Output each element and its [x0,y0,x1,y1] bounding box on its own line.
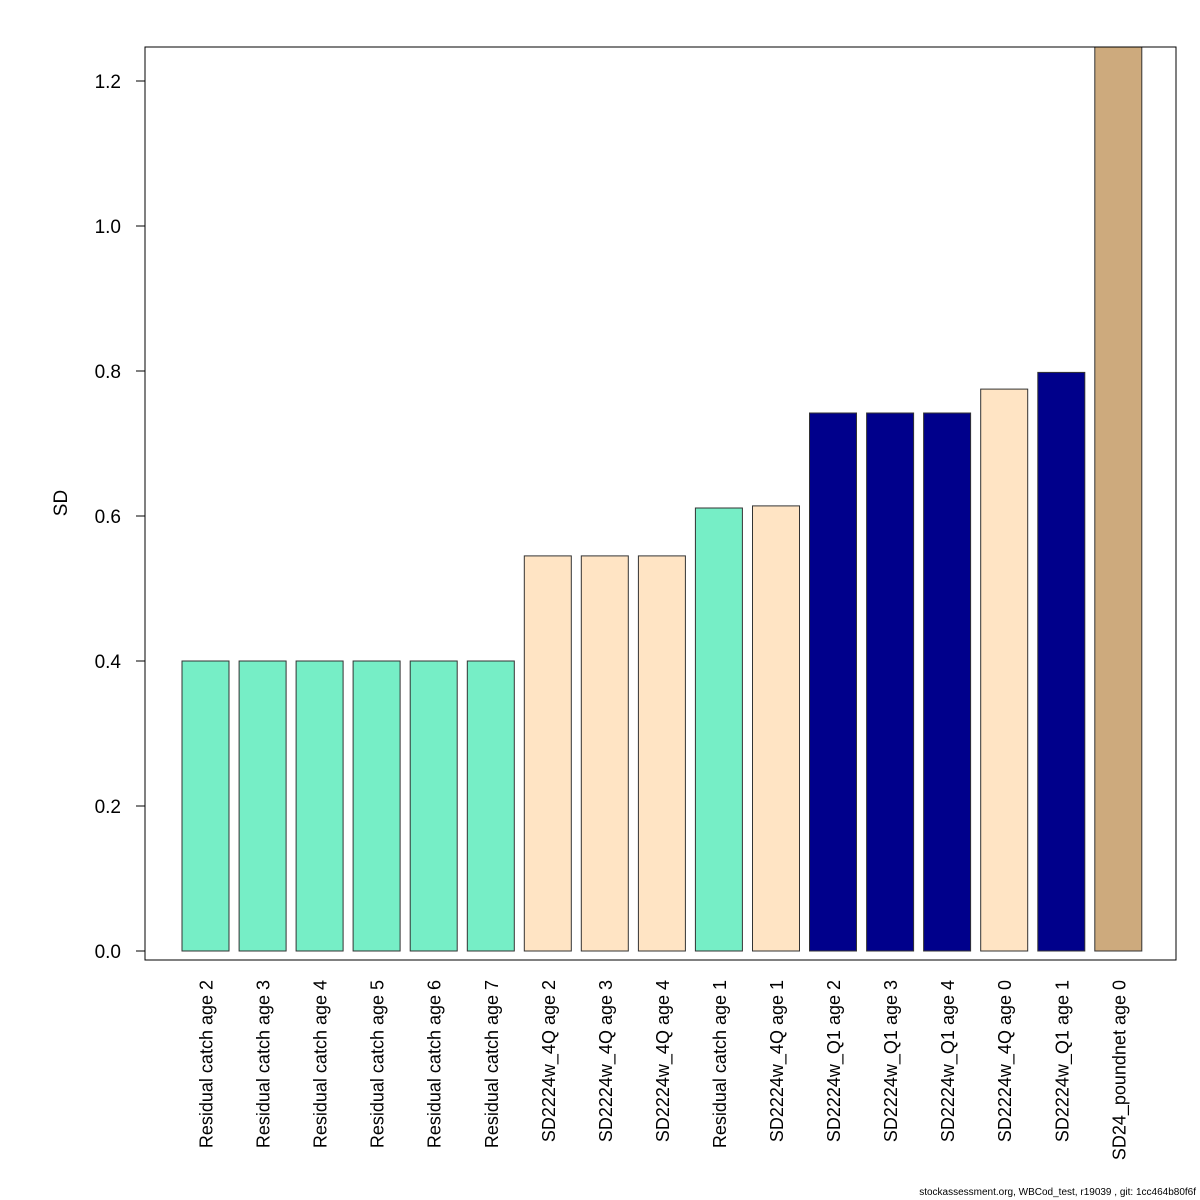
x-tick-label: Residual catch age 3 [254,980,274,1148]
y-tick-label: 0.6 [95,507,121,528]
bar-1 [181,660,230,952]
x-tick-label: SD2224w_Q1 age 2 [824,980,845,1142]
x-tick-label: Residual catch age 7 [482,980,502,1148]
bar-13 [866,412,915,952]
footer-credit: stockassessment.org, WBCod_test, r19039 … [919,1187,1196,1198]
x-tick-label: SD2224w_Q1 age 4 [938,980,959,1142]
y-axis: 0.0 0.2 0.4 0.6 0.8 1.0 1.2 [95,72,145,963]
x-tick-label: SD24_poundnet age 0 [1109,980,1130,1160]
bar-10 [694,507,743,952]
bar-15 [980,388,1029,952]
x-tick-label: Residual catch age 2 [197,980,217,1148]
x-tick-label: Residual catch age 1 [710,980,730,1148]
x-tick-label: SD2224w_4Q age 1 [767,980,788,1142]
x-tick-label: SD2224w_Q1 age 1 [1052,980,1073,1142]
bar-6 [466,660,515,952]
bar-7 [523,555,572,952]
y-tick-label: 0.2 [95,797,121,818]
x-axis-labels: Residual catch age 2 Residual catch age 3… [197,980,1131,1160]
y-tick-label: 1.0 [95,217,121,238]
bar-12 [809,412,857,952]
bar-17 [1094,46,1143,952]
x-tick-label: Residual catch age 6 [425,980,445,1148]
x-tick-label: Residual catch age 4 [311,980,331,1148]
x-tick-label: SD2224w_4Q age 4 [653,980,674,1142]
bar-9 [637,555,686,952]
y-axis-title: SD [51,490,72,516]
y-tick-label: 0.0 [95,942,121,963]
bar-5 [409,660,458,952]
y-tick-label: 1.2 [95,72,121,93]
bar-11 [752,505,800,952]
bar-16 [1037,371,1086,952]
x-tick-label: SD2224w_4Q age 3 [596,980,617,1142]
x-tick-label: SD2224w_4Q age 0 [995,980,1016,1142]
x-tick-label: Residual catch age 5 [368,980,388,1148]
y-tick-label: 0.4 [95,652,122,673]
bar-8 [580,555,629,952]
x-tick-label: SD2224w_4Q age 2 [539,980,560,1142]
x-tick-label: SD2224w_Q1 age 3 [881,980,902,1142]
bar-2 [238,660,287,952]
bar-3 [295,660,344,952]
plot-frame [144,46,1177,961]
y-tick-label: 0.8 [95,362,121,383]
bar-14 [923,412,972,952]
bar-4 [352,660,401,952]
bars-group [181,46,1143,952]
